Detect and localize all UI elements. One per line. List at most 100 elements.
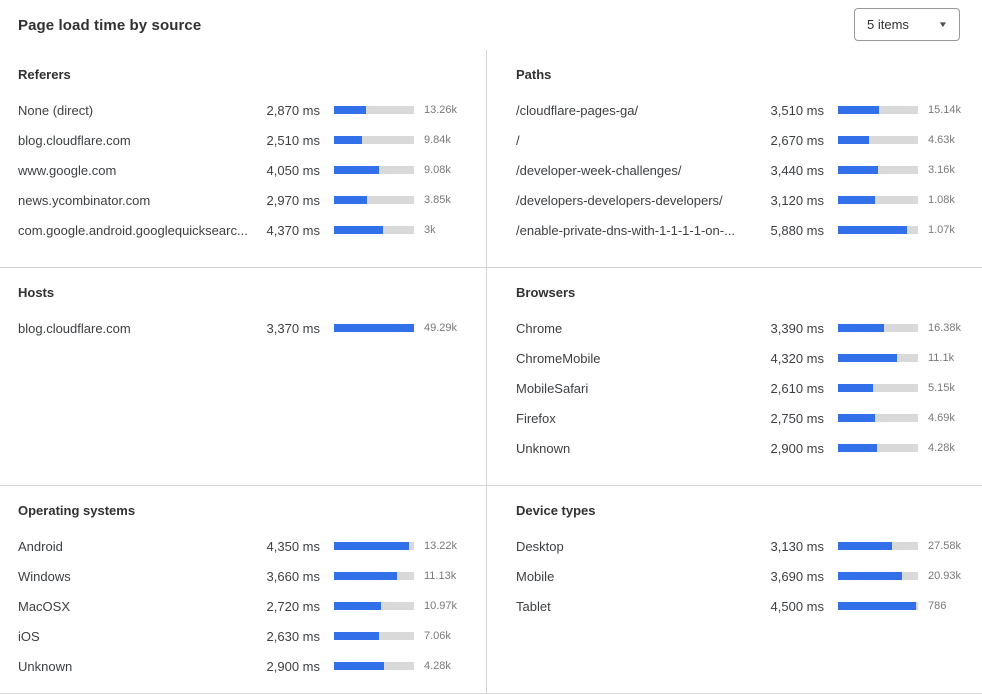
data-row: www.google.com 4,050 ms 9.08k bbox=[18, 155, 470, 185]
row-label: Tablet bbox=[516, 598, 551, 614]
row-label: blog.cloudflare.com bbox=[18, 320, 131, 336]
panel-browsers: Browsers Chrome 3,390 ms 16.38k ChromeMobile… bbox=[486, 268, 982, 485]
row-load-time: 2,970 ms bbox=[266, 192, 320, 208]
data-row: Unknown 2,900 ms 4.28k bbox=[516, 433, 974, 463]
row-count: 3k bbox=[424, 224, 436, 236]
row-bar-fill bbox=[838, 572, 903, 580]
data-row: Android 4,350 ms 13.22k bbox=[18, 531, 470, 561]
row-load-time: 3,390 ms bbox=[770, 320, 824, 336]
row-bar-track bbox=[838, 542, 918, 550]
row-label: news.ycombinator.com bbox=[18, 192, 151, 208]
row-label: Mobile bbox=[516, 568, 555, 584]
row-load-time: 4,370 ms bbox=[266, 222, 320, 238]
panel-title: Hosts bbox=[18, 285, 55, 300]
row-bar-fill bbox=[838, 542, 893, 550]
data-row: news.ycombinator.com 2,970 ms 3.85k bbox=[18, 185, 470, 215]
row-label: /cloudflare-pages-ga/ bbox=[516, 102, 639, 118]
row-load-time: 5,880 ms bbox=[770, 222, 824, 238]
row-bar-fill bbox=[334, 542, 409, 550]
panel-title: Browsers bbox=[516, 285, 576, 300]
row-count: 27.58k bbox=[928, 540, 962, 552]
row-label: Unknown bbox=[18, 658, 73, 674]
row-label: www.google.com bbox=[18, 162, 117, 178]
data-row: Chrome 3,390 ms 16.38k bbox=[516, 313, 974, 343]
card-header: Page load time by source 5 items ▼ bbox=[0, 0, 982, 50]
row-bar-fill bbox=[838, 324, 884, 332]
row-bar-track bbox=[838, 106, 918, 114]
row-bar-fill bbox=[838, 226, 908, 234]
row-bar-track bbox=[838, 444, 918, 452]
row-label: iOS bbox=[18, 628, 40, 644]
row-bar-track bbox=[334, 106, 414, 114]
row-bar-fill bbox=[334, 106, 366, 114]
row-load-time: 4,320 ms bbox=[770, 350, 824, 366]
row-count: 4.69k bbox=[928, 412, 955, 424]
row-bar-fill bbox=[334, 572, 397, 580]
row-load-time: 3,370 ms bbox=[266, 320, 320, 336]
row-bar-track bbox=[838, 136, 918, 144]
data-row: ChromeMobile 4,320 ms 11.1k bbox=[516, 343, 974, 373]
row-label: /developer-week-challenges/ bbox=[516, 162, 682, 178]
row-label: Windows bbox=[18, 568, 71, 584]
data-row: / 2,670 ms 4.63k bbox=[516, 125, 974, 155]
data-row: /developer-week-challenges/3,440 ms 3.16k bbox=[516, 155, 974, 185]
row-bar-track bbox=[838, 602, 918, 610]
row-count: 49.29k bbox=[424, 322, 458, 334]
row-bar-track bbox=[838, 324, 918, 332]
row-bar-track bbox=[334, 166, 414, 174]
data-row: /cloudflare-pages-ga/3,510 ms 15.14k bbox=[516, 95, 974, 125]
row-label: Firefox bbox=[516, 410, 556, 426]
data-row: Unknown 2,900 ms 4.28k bbox=[18, 651, 470, 681]
row-count: 786 bbox=[928, 600, 947, 612]
row-bar-fill bbox=[334, 136, 362, 144]
items-count-select[interactable]: 5 items ▼ bbox=[854, 8, 960, 41]
panel-hosts: Hosts blog.cloudflare.com 3,370 ms 49.29k bbox=[0, 268, 486, 485]
data-row: Windows 3,660 ms 11.13k bbox=[18, 561, 470, 591]
row-bar-track bbox=[334, 602, 414, 610]
row-count: 13.22k bbox=[424, 540, 458, 552]
row-label: /developers-developers-developers/ bbox=[516, 192, 723, 208]
row-bar-fill bbox=[838, 414, 876, 422]
row-label: ChromeMobile bbox=[516, 350, 601, 366]
row-bar-fill bbox=[334, 602, 381, 610]
row-bar-fill bbox=[838, 196, 875, 204]
row-count: 1.07k bbox=[928, 224, 955, 236]
row-count: 1.08k bbox=[928, 194, 955, 206]
row-load-time: 4,350 ms bbox=[266, 538, 320, 554]
page-title: Page load time by source bbox=[18, 16, 202, 34]
vertical-divider bbox=[486, 50, 487, 693]
row-count: 4.28k bbox=[424, 660, 451, 672]
row-bar-track bbox=[334, 632, 414, 640]
panel-device-types: Device types Desktop 3,130 ms 27.58k Mobile 3… bbox=[486, 486, 982, 693]
panels-grid: Referers None (direct) 2,870 ms 13.26k blog.… bbox=[0, 50, 982, 693]
row-bar-fill bbox=[838, 602, 917, 610]
row-count: 9.08k bbox=[424, 164, 451, 176]
row-count: 13.26k bbox=[424, 104, 458, 116]
row-bar-track bbox=[838, 196, 918, 204]
panel-paths: Paths/cloudflare-pages-ga/3,510 ms 15.14k… bbox=[486, 50, 982, 267]
data-row: /developers-developers-developers/3,120 … bbox=[516, 185, 974, 215]
row-load-time: 2,610 ms bbox=[770, 380, 824, 396]
panel-title: Device types bbox=[516, 503, 596, 518]
row-label: Desktop bbox=[516, 538, 564, 554]
chevron-down-icon: ▼ bbox=[937, 19, 949, 29]
row-bar-fill bbox=[838, 166, 879, 174]
row-label: com.google.android.googlequicksearc... bbox=[18, 222, 248, 238]
row-bar-fill bbox=[334, 166, 379, 174]
row-count: 20.93k bbox=[928, 570, 962, 582]
row-load-time: 3,510 ms bbox=[770, 102, 824, 118]
row-bar-fill bbox=[838, 136, 870, 144]
row-count: 4.63k bbox=[928, 134, 955, 146]
row-label: /enable-private-dns-with-1-1-1-1-on-... bbox=[516, 222, 735, 238]
row-bar-track bbox=[838, 384, 918, 392]
panel-title: Operating systems bbox=[18, 503, 136, 518]
row-load-time: 4,050 ms bbox=[266, 162, 320, 178]
row-bar-fill bbox=[334, 196, 367, 204]
row-bar-track bbox=[838, 414, 918, 422]
panel-referers: Referers None (direct) 2,870 ms 13.26k blog.… bbox=[0, 50, 486, 267]
row-count: 11.1k bbox=[928, 352, 955, 364]
data-row: MobileSafari 2,610 ms 5.15k bbox=[516, 373, 974, 403]
row-count: 5.15k bbox=[928, 382, 955, 394]
row-count: 3.85k bbox=[424, 194, 451, 206]
